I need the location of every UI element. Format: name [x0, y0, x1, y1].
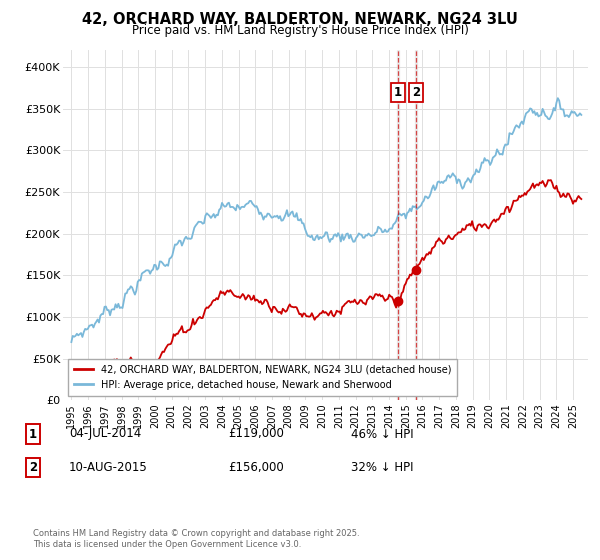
Text: 32% ↓ HPI: 32% ↓ HPI	[351, 461, 413, 474]
Text: £156,000: £156,000	[228, 461, 284, 474]
Bar	[415, 50, 417, 400]
Text: 1: 1	[394, 86, 402, 99]
Text: 2: 2	[29, 461, 37, 474]
Bar	[397, 50, 399, 400]
Text: 46% ↓ HPI: 46% ↓ HPI	[351, 427, 413, 441]
Text: 2: 2	[412, 86, 420, 99]
Text: 04-JUL-2014: 04-JUL-2014	[69, 427, 141, 441]
Text: 42, ORCHARD WAY, BALDERTON, NEWARK, NG24 3LU: 42, ORCHARD WAY, BALDERTON, NEWARK, NG24…	[82, 12, 518, 27]
Text: 1: 1	[29, 427, 37, 441]
Text: Contains HM Land Registry data © Crown copyright and database right 2025.
This d: Contains HM Land Registry data © Crown c…	[33, 529, 359, 549]
Legend: 42, ORCHARD WAY, BALDERTON, NEWARK, NG24 3LU (detached house), HPI: Average pric: 42, ORCHARD WAY, BALDERTON, NEWARK, NG24…	[68, 359, 457, 395]
Text: Price paid vs. HM Land Registry's House Price Index (HPI): Price paid vs. HM Land Registry's House …	[131, 24, 469, 36]
Text: 10-AUG-2015: 10-AUG-2015	[69, 461, 148, 474]
Text: £119,000: £119,000	[228, 427, 284, 441]
